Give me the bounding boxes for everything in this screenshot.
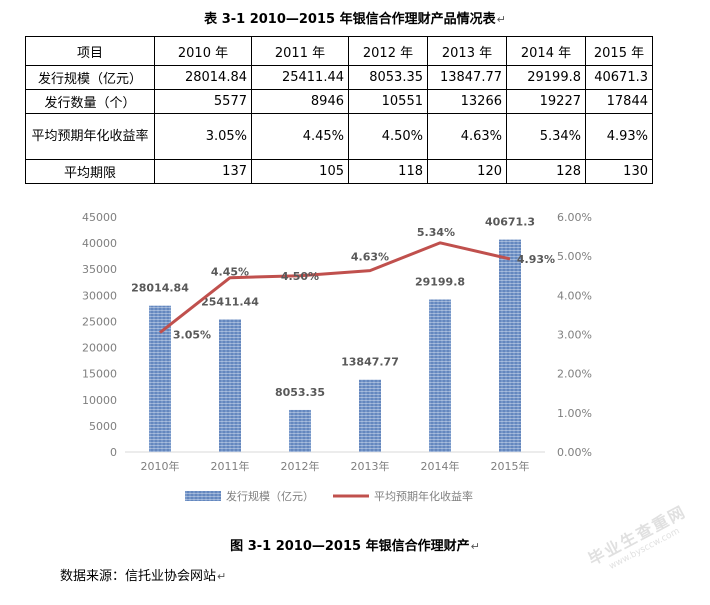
bar-data-label: 8053.35 xyxy=(275,386,325,399)
y-right-tick-label: 4.00% xyxy=(557,289,592,302)
table-cell: 5577 xyxy=(154,89,252,114)
table-header-row: 项目 2010 年 2011 年 2012 年 2013 年 2014 年 20… xyxy=(25,36,653,66)
y-right-tick-label: 2.00% xyxy=(557,368,592,381)
legend-bar-label: 发行规模（亿元） xyxy=(226,489,314,503)
legend-bar-swatch xyxy=(185,491,221,501)
table-cell: 28014.84 xyxy=(154,65,252,90)
table-cell: 29199.8 xyxy=(506,65,586,90)
table-cell: 25411.44 xyxy=(251,65,349,90)
header-cell: 2010 年 xyxy=(154,36,252,66)
line-data-label: 4.93% xyxy=(517,253,555,266)
table-cell: 128 xyxy=(506,159,586,184)
table-title: 表 3-1 2010—2015 年银信合作理财产品情况表↵ xyxy=(0,8,710,27)
header-cell: 2013 年 xyxy=(427,36,507,66)
table-cell: 8946 xyxy=(251,89,349,114)
line-data-label: 4.50% xyxy=(281,270,319,283)
legend-line-label: 平均预期年化收益率 xyxy=(374,489,473,503)
line-data-label: 5.34% xyxy=(417,226,455,239)
header-cell: 2014 年 xyxy=(506,36,586,66)
line-data-label: 4.63% xyxy=(351,251,389,264)
combo-chart: 0 5000 10000 15000 20000 25000 30000 35000 40000… xyxy=(80,205,600,520)
y-left-tick-label: 40000 xyxy=(82,237,117,250)
row-label: 发行数量（个） xyxy=(25,89,155,114)
paragraph-mark-icon: ↵ xyxy=(496,13,506,26)
x-tick-label: 2012年 xyxy=(281,459,320,473)
paragraph-mark-icon: ↵ xyxy=(470,540,480,553)
paragraph-mark-icon: ↵ xyxy=(217,570,227,583)
bar xyxy=(289,409,311,452)
y-right-tick-label: 5.00% xyxy=(557,250,592,263)
y-left-tick-label: 45000 xyxy=(82,211,117,224)
table-row: 平均期限 137 105 118 120 128 130 xyxy=(25,159,653,184)
chart-svg: 0 5000 10000 15000 20000 25000 30000 35000 40000… xyxy=(82,211,592,503)
table-cell: 4.93% xyxy=(585,113,653,160)
x-tick-label: 2010年 xyxy=(141,459,180,473)
data-table: 项目 2010 年 2011 年 2012 年 2013 年 2014 年 20… xyxy=(25,36,653,184)
line-data-label: 4.45% xyxy=(211,266,249,279)
x-tick-label: 2013年 xyxy=(351,459,390,473)
bar xyxy=(429,299,451,452)
line-series xyxy=(159,241,511,334)
table-cell: 4.45% xyxy=(251,113,349,160)
table-cell: 13266 xyxy=(427,89,507,114)
table-cell: 10551 xyxy=(348,89,428,114)
table-row: 平均预期年化收益率 3.05% 4.45% 4.50% 4.63% 5.34% … xyxy=(25,113,653,160)
header-cell: 2015 年 xyxy=(585,36,653,66)
x-tick-label: 2014年 xyxy=(421,459,460,473)
row-label: 发行规模（亿元） xyxy=(25,65,155,90)
table-title-text: 表 3-1 2010—2015 年银信合作理财产品情况表 xyxy=(204,12,496,27)
bar-data-label: 28014.84 xyxy=(131,282,189,295)
y-left-tick-label: 20000 xyxy=(82,342,117,355)
table-cell: 40671.3 xyxy=(585,65,653,90)
table-cell: 5.34% xyxy=(506,113,586,160)
y-left-tick-label: 30000 xyxy=(82,289,117,302)
table-cell: 19227 xyxy=(506,89,586,114)
bar xyxy=(149,305,171,452)
y-left-tick-label: 35000 xyxy=(82,263,117,276)
table-cell: 13847.77 xyxy=(427,65,507,90)
figure-caption-text: 图 3-1 2010—2015 年银信合作理财产 xyxy=(230,539,470,554)
row-label: 平均期限 xyxy=(25,159,155,184)
y-left-tick-label: 15000 xyxy=(82,368,117,381)
line-data-label: 3.05% xyxy=(173,329,211,342)
y-left-tick-label: 0 xyxy=(110,446,117,459)
table-cell: 3.05% xyxy=(154,113,252,160)
table-cell: 4.50% xyxy=(348,113,428,160)
source-note-text: 数据来源：信托业协会网站 xyxy=(60,569,217,584)
table-row: 发行数量（个） 5577 8946 10551 13266 19227 1784… xyxy=(25,89,653,114)
y-right-tick-label: 1.00% xyxy=(557,407,592,420)
y-left-tick-label: 10000 xyxy=(82,394,117,407)
header-cell: 2011 年 xyxy=(251,36,349,66)
table-cell: 120 xyxy=(427,159,507,184)
bar xyxy=(359,379,381,452)
table-cell: 4.63% xyxy=(427,113,507,160)
y-left-tick-label: 25000 xyxy=(82,315,117,328)
table-row: 发行规模（亿元） 28014.84 25411.44 8053.35 13847… xyxy=(25,65,653,90)
row-label: 平均预期年化收益率 xyxy=(25,113,155,160)
table-cell: 105 xyxy=(251,159,349,184)
header-cell: 2012 年 xyxy=(348,36,428,66)
source-note: 数据来源：信托业协会网站↵ xyxy=(60,565,226,584)
bar-data-label: 13847.77 xyxy=(341,356,399,369)
header-cell: 项目 xyxy=(25,36,155,66)
table-cell: 8053.35 xyxy=(348,65,428,90)
x-tick-label: 2011年 xyxy=(211,459,250,473)
y-right-tick-label: 3.00% xyxy=(557,329,592,342)
bar-data-label: 40671.3 xyxy=(485,216,535,229)
table-cell: 17844 xyxy=(585,89,653,114)
bar xyxy=(499,239,521,452)
y-left-tick-label: 5000 xyxy=(89,420,117,433)
bar xyxy=(219,319,241,452)
table-cell: 130 xyxy=(585,159,653,184)
x-tick-label: 2015年 xyxy=(491,459,530,473)
bar-data-label: 25411.44 xyxy=(201,295,259,308)
table-cell: 118 xyxy=(348,159,428,184)
y-right-tick-label: 6.00% xyxy=(557,211,592,224)
table-cell: 137 xyxy=(154,159,252,184)
y-right-tick-label: 0.00% xyxy=(557,446,592,459)
bar-data-label: 29199.8 xyxy=(415,276,465,289)
figure-caption: 图 3-1 2010—2015 年银信合作理财产↵ xyxy=(0,535,710,554)
